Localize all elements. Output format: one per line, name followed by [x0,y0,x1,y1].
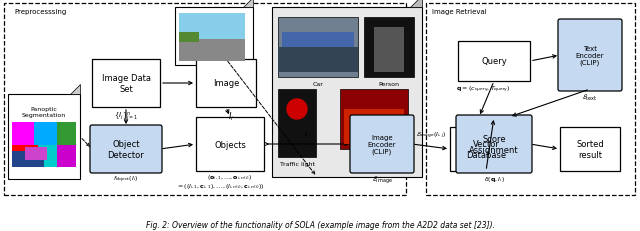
Text: Traffic light: Traffic light [280,161,314,166]
Bar [179,14,245,62]
Bar [57,145,76,167]
Bar [272,8,422,177]
Bar [12,152,44,167]
Bar [340,90,408,149]
Bar [458,42,530,82]
Text: Query: Query [481,57,507,66]
Bar [278,48,358,73]
Polygon shape [410,0,422,8]
Text: Object
Detector: Object Detector [108,140,145,159]
Text: Car: Car [369,153,380,158]
Text: $\mathcal{E}_\mathrm{image}(I_{i,j})$: $\mathcal{E}_\mathrm{image}(I_{i,j})$ [416,130,446,140]
Bar [282,33,354,73]
Bar [92,60,160,108]
Circle shape [287,100,307,119]
FancyBboxPatch shape [350,116,414,173]
FancyBboxPatch shape [456,116,532,173]
Bar [278,18,358,78]
Text: Image Retrieval: Image Retrieval [432,9,487,15]
Bar [179,40,245,62]
Text: Score
Assignment: Score Assignment [469,135,519,154]
Text: Image
Encoder
(CLIP): Image Encoder (CLIP) [368,134,396,155]
Text: $\mathcal{E}_\mathrm{image}$: $\mathcal{E}_\mathrm{image}$ [372,174,392,186]
Text: Person: Person [378,82,399,87]
Bar [38,145,57,167]
Bar [560,128,620,171]
Bar [12,122,76,167]
Text: $f_\mathrm{object}(I_i)$: $f_\mathrm{object}(I_i)$ [113,174,139,184]
Text: Fig. 2: Overview of the functionality of SOLA (example image from the A2D2 data : Fig. 2: Overview of the functionality of… [145,221,495,230]
Text: $\mathcal{E}_\mathrm{text}$: $\mathcal{E}_\mathrm{text}$ [582,93,598,103]
Text: $\mathbf{q} = (c_\mathrm{query}, T_\mathrm{query})$: $\mathbf{q} = (c_\mathrm{query}, T_\math… [456,85,511,95]
Bar [426,4,635,195]
Bar [450,128,522,171]
FancyBboxPatch shape [558,20,622,92]
Bar [4,4,406,195]
Text: $(\mathbf{o}_{i,1},\ldots,\mathbf{o}_{i,n(i)})$: $(\mathbf{o}_{i,1},\ldots,\mathbf{o}_{i,… [207,173,253,182]
Bar [278,90,316,157]
Bar [12,122,35,145]
Bar [196,60,256,108]
Text: $\ldots$: $\ldots$ [351,118,363,128]
Text: Car: Car [312,82,323,87]
Text: Preprocesssing: Preprocesssing [14,9,67,15]
Text: Image Data
Set: Image Data Set [102,74,150,93]
Bar [35,122,57,145]
Text: $\{I_i\}_{i=1}^n$: $\{I_i\}_{i=1}^n$ [114,110,138,122]
Text: Sorted
result: Sorted result [576,140,604,159]
Text: Text
Encoder
(CLIP): Text Encoder (CLIP) [576,46,604,66]
Polygon shape [243,0,253,8]
Text: $I_i$: $I_i$ [228,110,234,123]
Text: Panoptic
Segmentation: Panoptic Segmentation [22,106,66,117]
Text: $\delta(\mathbf{q}, I_i)$: $\delta(\mathbf{q}, I_i)$ [483,174,504,183]
Bar [57,122,76,145]
Bar [196,118,264,171]
Bar [364,18,414,78]
Bar [12,145,38,167]
Bar [179,33,199,43]
FancyBboxPatch shape [90,125,162,173]
Polygon shape [70,85,80,94]
Text: $I_{i,j}$: $I_{i,j}$ [304,130,312,140]
Text: $= ((I_{i,1}, \mathbf{c}_{i,1}), \ldots, (I_{i,n(i)}, \mathbf{c}_{i,n(i)}))$: $= ((I_{i,1}, \mathbf{c}_{i,1}), \ldots,… [175,182,264,191]
Bar [374,28,404,73]
Bar [344,109,404,144]
Text: Image: Image [213,79,239,88]
Bar [25,147,47,161]
Bar [175,8,253,66]
Bar [8,94,80,179]
Text: Vector
Database: Vector Database [466,140,506,159]
Text: Objects: Objects [214,140,246,149]
